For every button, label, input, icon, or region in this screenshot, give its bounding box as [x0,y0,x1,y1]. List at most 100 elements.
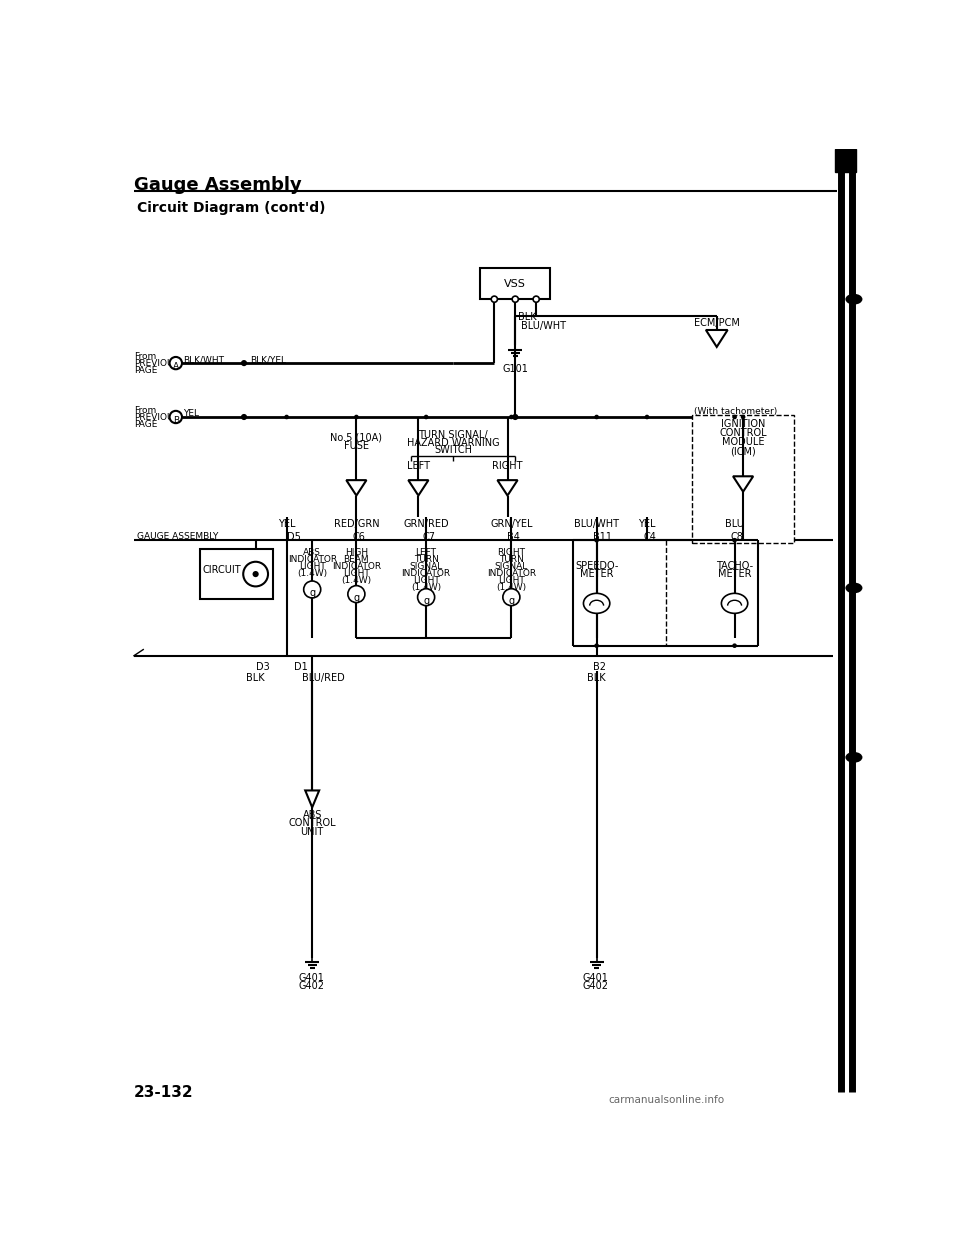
Text: B4: B4 [508,532,520,542]
Circle shape [243,561,268,586]
Circle shape [284,415,289,420]
Text: D1: D1 [295,662,308,672]
Text: PAGE: PAGE [134,420,157,428]
Text: LIGHT: LIGHT [413,575,440,585]
Text: LIGHT: LIGHT [299,561,325,571]
Circle shape [594,538,599,543]
Text: LEFT: LEFT [416,548,437,556]
Circle shape [732,415,737,420]
Circle shape [241,414,247,420]
Text: GRN/RED: GRN/RED [403,519,449,529]
Circle shape [170,411,182,424]
Text: PREVIOUS: PREVIOUS [134,359,180,368]
Text: PREVIOUS: PREVIOUS [134,414,180,422]
Circle shape [533,296,540,302]
Circle shape [645,415,649,420]
Polygon shape [305,790,319,807]
Text: Gauge Assembly: Gauge Assembly [134,176,301,194]
Text: CIRCUIT: CIRCUIT [203,565,241,575]
Text: TURN: TURN [414,555,439,564]
Text: RED/GRN: RED/GRN [333,519,379,529]
Text: INDICATOR: INDICATOR [332,561,381,571]
Bar [692,415,794,543]
Text: INDICATOR: INDICATOR [401,569,450,578]
Text: ECM/PCM: ECM/PCM [694,318,740,328]
Text: SIGNAL: SIGNAL [494,561,528,571]
Text: Circuit Diagram (cont'd): Circuit Diagram (cont'd) [137,201,325,215]
Text: 23-132: 23-132 [134,1084,194,1099]
Circle shape [423,415,428,420]
Bar [480,268,550,299]
Text: BLK: BLK [247,673,265,683]
Text: From: From [134,353,156,361]
Text: GRN/YEL: GRN/YEL [491,519,533,529]
Text: C4: C4 [643,532,656,542]
Text: TURN: TURN [499,555,524,564]
Text: BLU/WHT: BLU/WHT [574,519,619,529]
Circle shape [170,356,182,369]
Ellipse shape [846,751,862,763]
Text: TACHO-: TACHO- [716,561,754,571]
Text: G401: G401 [299,972,324,982]
Text: D3: D3 [255,662,270,672]
Text: g: g [423,596,429,606]
Text: B2: B2 [592,662,606,672]
Text: D5: D5 [287,532,300,542]
Text: SPEEDO-: SPEEDO- [575,561,618,571]
Text: (With tachometer): (With tachometer) [693,407,777,416]
Text: g: g [353,592,359,602]
Text: BLU: BLU [725,519,744,529]
Ellipse shape [721,594,748,614]
Text: YEL: YEL [638,519,656,529]
Text: METER: METER [718,569,752,579]
Text: G402: G402 [583,981,609,991]
Text: VSS: VSS [504,279,526,289]
Bar [834,149,856,173]
Text: CONTROL: CONTROL [288,818,336,828]
Text: (1.4W): (1.4W) [298,569,327,578]
Text: B: B [173,416,179,425]
Text: g: g [508,596,515,606]
Text: BLK: BLK [517,312,537,322]
Circle shape [348,586,365,602]
Text: INDICATOR: INDICATOR [288,555,337,564]
Text: carmanualsonline.info: carmanualsonline.info [609,1094,725,1104]
Text: ABS: ABS [303,548,322,556]
Circle shape [732,538,737,543]
Text: BLK/YEL: BLK/YEL [251,355,286,364]
Text: SWITCH: SWITCH [434,446,472,456]
Text: MODULE: MODULE [722,437,764,447]
Text: BLK/WHT: BLK/WHT [183,355,225,364]
Text: C7: C7 [422,532,435,542]
Text: G101: G101 [502,364,528,374]
Text: LIGHT: LIGHT [498,575,525,585]
Text: (1.4W): (1.4W) [496,582,526,591]
Text: No.5 (10A): No.5 (10A) [330,432,382,442]
Circle shape [418,589,435,606]
Circle shape [741,415,745,420]
Text: TURN SIGNAL/: TURN SIGNAL/ [419,430,488,440]
Circle shape [594,415,599,420]
Text: BLU/WHT: BLU/WHT [521,320,566,330]
Text: BEAM: BEAM [344,555,370,564]
Text: INDICATOR: INDICATOR [487,569,536,578]
Text: YEL: YEL [277,519,296,529]
Text: CONTROL: CONTROL [719,427,767,437]
Text: YEL: YEL [183,410,200,419]
Text: (1.4W): (1.4W) [411,582,442,591]
Text: B11: B11 [592,532,612,542]
Circle shape [241,360,247,366]
Text: LEFT: LEFT [407,461,430,471]
Circle shape [512,414,518,420]
Text: From: From [134,406,156,415]
Text: IGNITION: IGNITION [721,419,765,428]
Text: G402: G402 [299,981,324,991]
Circle shape [512,296,518,302]
Text: LIGHT: LIGHT [343,569,370,578]
Circle shape [732,643,737,648]
Text: METER: METER [580,569,613,579]
Circle shape [354,415,359,420]
Text: RIGHT: RIGHT [497,548,525,556]
Text: ABS: ABS [302,810,322,820]
Polygon shape [497,481,517,496]
